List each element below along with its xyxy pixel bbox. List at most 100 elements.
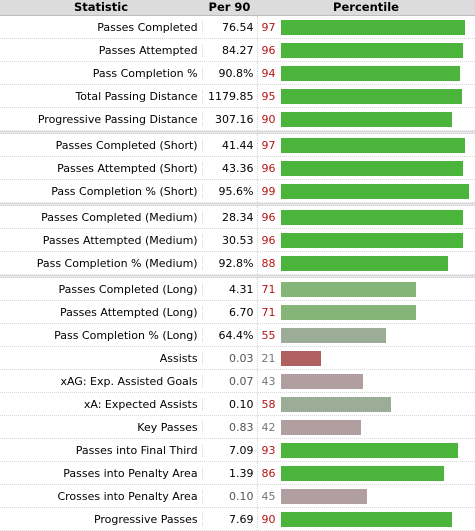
stat-label: Assists	[159, 351, 198, 365]
percentile-cell: 97	[257, 16, 475, 38]
group-separator	[0, 275, 475, 278]
stat-label: xAG: Exp. Assisted Goals	[60, 374, 198, 388]
per90-value: 43.36	[201, 161, 258, 175]
percentile-bar	[281, 281, 417, 297]
table-row: Passes Completed (Long) 4.31 71	[0, 278, 475, 301]
percentile-cell: 96	[257, 157, 475, 179]
percentile-bar	[281, 373, 364, 389]
per90-value: 0.83	[201, 420, 258, 434]
percentile-number: 93	[261, 443, 276, 457]
table-row: Passes Completed (Short) 41.44 97	[0, 134, 475, 157]
header-per90[interactable]: Per 90	[208, 0, 251, 14]
table-row: Passes into Final Third 7.09 93	[0, 439, 475, 462]
percentile-number: 95	[261, 89, 276, 103]
table-row: Progressive Passing Distance 307.16 90	[0, 108, 475, 131]
table-row: Passes into Penalty Area 1.39 86	[0, 462, 475, 485]
stat-label: Pass Completion % (Long)	[54, 328, 198, 342]
per90-value: 7.69	[201, 512, 258, 526]
stat-label: Passes into Final Third	[75, 443, 198, 457]
percentile-bar-track	[281, 488, 471, 504]
per90-value: 7.09	[201, 443, 258, 457]
percentile-number: 88	[261, 256, 276, 270]
stat-label: Pass Completion % (Short)	[51, 184, 198, 198]
percentile-bar	[281, 88, 463, 104]
percentile-number: 97	[261, 20, 276, 34]
per90-value: 1179.85	[201, 89, 258, 103]
stat-label: Progressive Passing Distance	[37, 112, 198, 126]
percentile-cell: 95	[257, 85, 475, 107]
table-row: Passes Completed (Medium) 28.34 96	[0, 206, 475, 229]
percentile-cell: 71	[257, 278, 475, 300]
stat-label: xA: Expected Assists	[83, 397, 198, 411]
percentile-number: 99	[261, 184, 276, 198]
per90-value: 4.31	[201, 282, 258, 296]
stat-label: Pass Completion %	[92, 66, 198, 80]
percentile-cell: 93	[257, 439, 475, 461]
percentile-number: 58	[261, 397, 276, 411]
percentile-bar-track	[281, 511, 471, 527]
table-row: Pass Completion % (Long) 64.4% 55	[0, 324, 475, 347]
percentile-cell: 90	[257, 108, 475, 130]
per90-value: 95.6%	[201, 184, 258, 198]
percentile-bar	[281, 232, 464, 248]
per90-value: 0.10	[201, 489, 258, 503]
table-row: Passes Attempted (Medium) 30.53 96	[0, 229, 475, 252]
percentile-bar	[281, 442, 459, 458]
percentile-bar	[281, 111, 453, 127]
per90-value: 84.27	[201, 43, 258, 57]
stat-label: Passes into Penalty Area	[63, 466, 198, 480]
percentile-number: 55	[261, 328, 276, 342]
percentile-bar-track	[281, 65, 471, 81]
percentile-bar	[281, 42, 464, 58]
stat-label: Passes Completed	[97, 20, 198, 34]
percentile-bar-track	[281, 350, 471, 366]
percentile-number: 97	[261, 138, 276, 152]
percentile-bar	[281, 465, 445, 481]
header-statistic[interactable]: Statistic	[73, 0, 129, 14]
percentile-bar-track	[281, 304, 471, 320]
percentile-bar	[281, 19, 466, 35]
percentile-bar-track	[281, 396, 471, 412]
percentile-cell: 42	[257, 416, 475, 438]
per90-value: 6.70	[201, 305, 258, 319]
percentile-cell: 96	[257, 206, 475, 228]
percentile-number: 96	[261, 161, 276, 175]
percentile-number: 45	[261, 489, 276, 503]
percentile-bar	[281, 209, 464, 225]
header-percentile[interactable]: Percentile	[333, 0, 399, 14]
percentile-number: 90	[261, 512, 276, 526]
per90-value: 30.53	[201, 233, 258, 247]
per90-value: 307.16	[201, 112, 258, 126]
percentile-bar-track	[281, 111, 471, 127]
stat-label: Passes Completed (Long)	[58, 282, 198, 296]
stat-label: Passes Attempted (Long)	[60, 305, 198, 319]
percentile-bar	[281, 327, 387, 343]
stat-label: Key Passes	[137, 420, 198, 434]
table-row: Crosses into Penalty Area 0.10 45	[0, 485, 475, 508]
stat-label: Total Passing Distance	[75, 89, 198, 103]
percentile-cell: 55	[257, 324, 475, 346]
table-row: Key Passes 0.83 42	[0, 416, 475, 439]
percentile-cell: 96	[257, 39, 475, 61]
table-row: xA: Expected Assists 0.10 58	[0, 393, 475, 416]
percentile-bar-track	[281, 88, 471, 104]
table-row: Assists 0.03 21	[0, 347, 475, 370]
percentile-number: 86	[261, 466, 276, 480]
percentile-cell: 21	[257, 347, 475, 369]
percentile-bar-track	[281, 465, 471, 481]
stat-label: Pass Completion % (Medium)	[36, 256, 198, 270]
percentile-cell: 94	[257, 62, 475, 84]
percentile-bar	[281, 419, 362, 435]
per90-value: 76.54	[201, 20, 258, 34]
per90-value: 90.8%	[201, 66, 258, 80]
percentile-bar-track	[281, 42, 471, 58]
table-row: Passes Attempted (Long) 6.70 71	[0, 301, 475, 324]
stat-label: Passes Completed (Medium)	[41, 210, 198, 224]
table-row: Passes Completed 76.54 97	[0, 16, 475, 39]
percentile-number: 96	[261, 43, 276, 57]
table-row: Passes Attempted 84.27 96	[0, 39, 475, 62]
percentile-cell: 88	[257, 252, 475, 274]
stat-label: Crosses into Penalty Area	[57, 489, 198, 503]
percentile-bar	[281, 65, 461, 81]
table-row: xAG: Exp. Assisted Goals 0.07 43	[0, 370, 475, 393]
